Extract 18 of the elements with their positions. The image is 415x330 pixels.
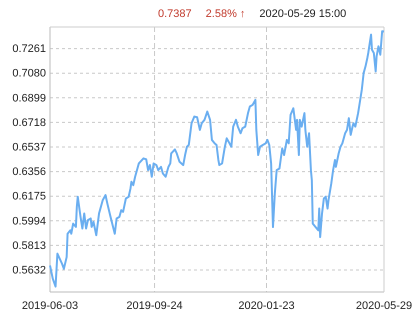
x-tick-label: 2020-05-29 xyxy=(356,300,412,312)
y-tick-label: 0.6899 xyxy=(12,92,46,104)
x-tick-label: 2019-09-24 xyxy=(126,300,183,312)
y-tick-label: 0.6537 xyxy=(12,142,46,154)
y-tick-label: 0.6718 xyxy=(12,116,46,129)
line-series xyxy=(49,30,385,288)
text: 2.58% ↑ xyxy=(206,8,246,20)
y-tick-label: 0.5813 xyxy=(12,240,46,252)
y-tick-label: 0.5994 xyxy=(12,215,46,228)
x-tick-label: 2019-06-03 xyxy=(22,300,78,312)
y-tick-label: 0.5632 xyxy=(12,264,46,277)
text: 0.7387 xyxy=(158,8,192,20)
y-tick-label: 0.6356 xyxy=(12,166,46,178)
y-tick-label: 0.6175 xyxy=(12,190,46,203)
y-tick-label: 0.7261 xyxy=(12,43,46,56)
text: 2020-05-29 15:00 xyxy=(259,8,346,20)
x-tick-label: 2020-01-23 xyxy=(238,300,295,312)
y-tick-label: 0.7080 xyxy=(12,68,46,80)
